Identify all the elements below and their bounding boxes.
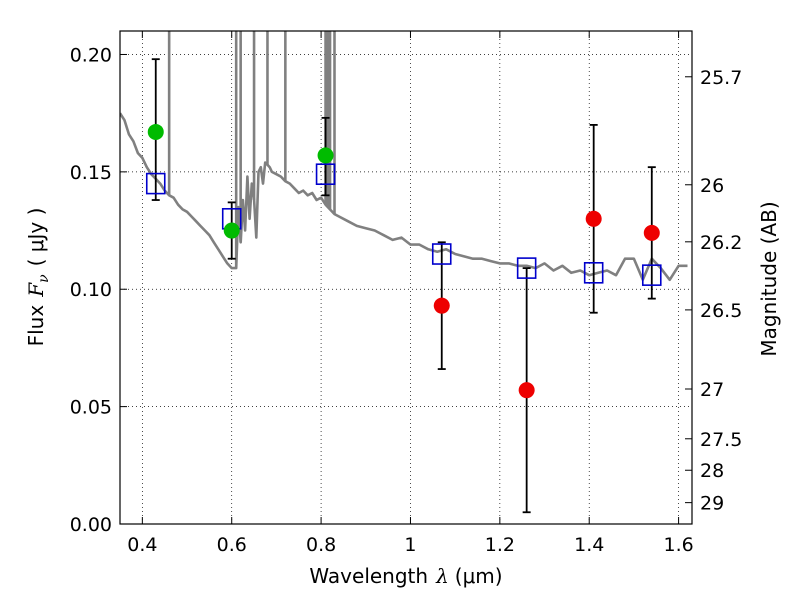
model-spectrum-line — [120, 112, 688, 282]
y2-tick-label: 26.5 — [700, 300, 742, 322]
y-axis-label-subscript: ν — [36, 274, 52, 283]
y2-tick-label: 27.5 — [700, 429, 742, 451]
observed-point-red-6 — [643, 224, 660, 241]
observed-points-layer — [147, 123, 660, 399]
plot-background — [120, 31, 692, 524]
x-tick-label: 1.6 — [663, 534, 693, 556]
x-tick-label: 0.6 — [217, 534, 247, 556]
x-axis-label: Wavelength λ (μm) — [309, 564, 502, 588]
x-tick-label: 1 — [404, 534, 416, 556]
model-photometry-square-3 — [431, 243, 452, 265]
observed-point-red-3 — [433, 297, 450, 314]
observed-point-green-0 — [147, 123, 164, 140]
observed-point-green-1 — [223, 222, 240, 239]
y2-tick-label: 26 — [700, 175, 724, 197]
model-photometry-layer — [145, 163, 662, 286]
y2-tick-label: 28 — [700, 460, 724, 482]
y2-tick-label: 27 — [700, 379, 724, 401]
observed-point-green-2 — [317, 147, 334, 164]
y2-tick-label: 25.7 — [700, 67, 742, 89]
x-axis-label-unit: (μm) — [455, 564, 503, 588]
x-axis-label-prefix: Wavelength — [309, 564, 428, 588]
y2-tick-label: 26.2 — [700, 232, 742, 254]
y-tick-label: 0.00 — [70, 514, 112, 536]
x-tick-label: 1.2 — [485, 534, 515, 556]
y-axis-label-unit: ( μJy ) — [24, 208, 48, 267]
model-photometry-square-2 — [315, 163, 336, 186]
y2-axis: 25.7 26 26.2 26.5 27 27.5 28 29 — [685, 67, 742, 515]
x-axis-label-symbol: λ — [435, 564, 449, 588]
y-tick-label: 0.10 — [70, 279, 112, 301]
x-axis: 0.4 0.6 0.8 1 1.2 1.4 1.6 — [127, 31, 694, 556]
y-axis-label-symbol: F — [24, 282, 48, 298]
model-spectrum-layer — [120, 31, 688, 282]
y2-tick-label: 29 — [700, 493, 724, 515]
observed-point-red-5 — [585, 210, 602, 227]
model-photometry-square-6 — [641, 264, 662, 286]
model-photometry-square-5 — [583, 262, 604, 284]
y-axis-label: Flux Fν ( μJy ) — [24, 208, 52, 347]
y2-axis-label: Magnitude (AB) — [757, 201, 781, 356]
plot-frame — [119, 30, 693, 525]
model-photometry-square-4 — [516, 257, 537, 279]
y-axis-label-prefix: Flux — [24, 305, 48, 347]
model-photometry-square-0 — [145, 172, 166, 195]
observed-point-red-4 — [518, 382, 535, 399]
y-axis: 0.00 0.05 0.10 0.15 0.20 — [70, 44, 127, 536]
y-tick-label: 0.20 — [70, 44, 112, 66]
x-tick-label: 1.4 — [574, 534, 604, 556]
plot-area — [120, 31, 688, 514]
y-tick-label: 0.15 — [70, 162, 112, 184]
x-tick-label: 0.4 — [127, 534, 157, 556]
y-tick-label: 0.05 — [70, 397, 112, 419]
x-tick-label: 0.8 — [306, 534, 336, 556]
